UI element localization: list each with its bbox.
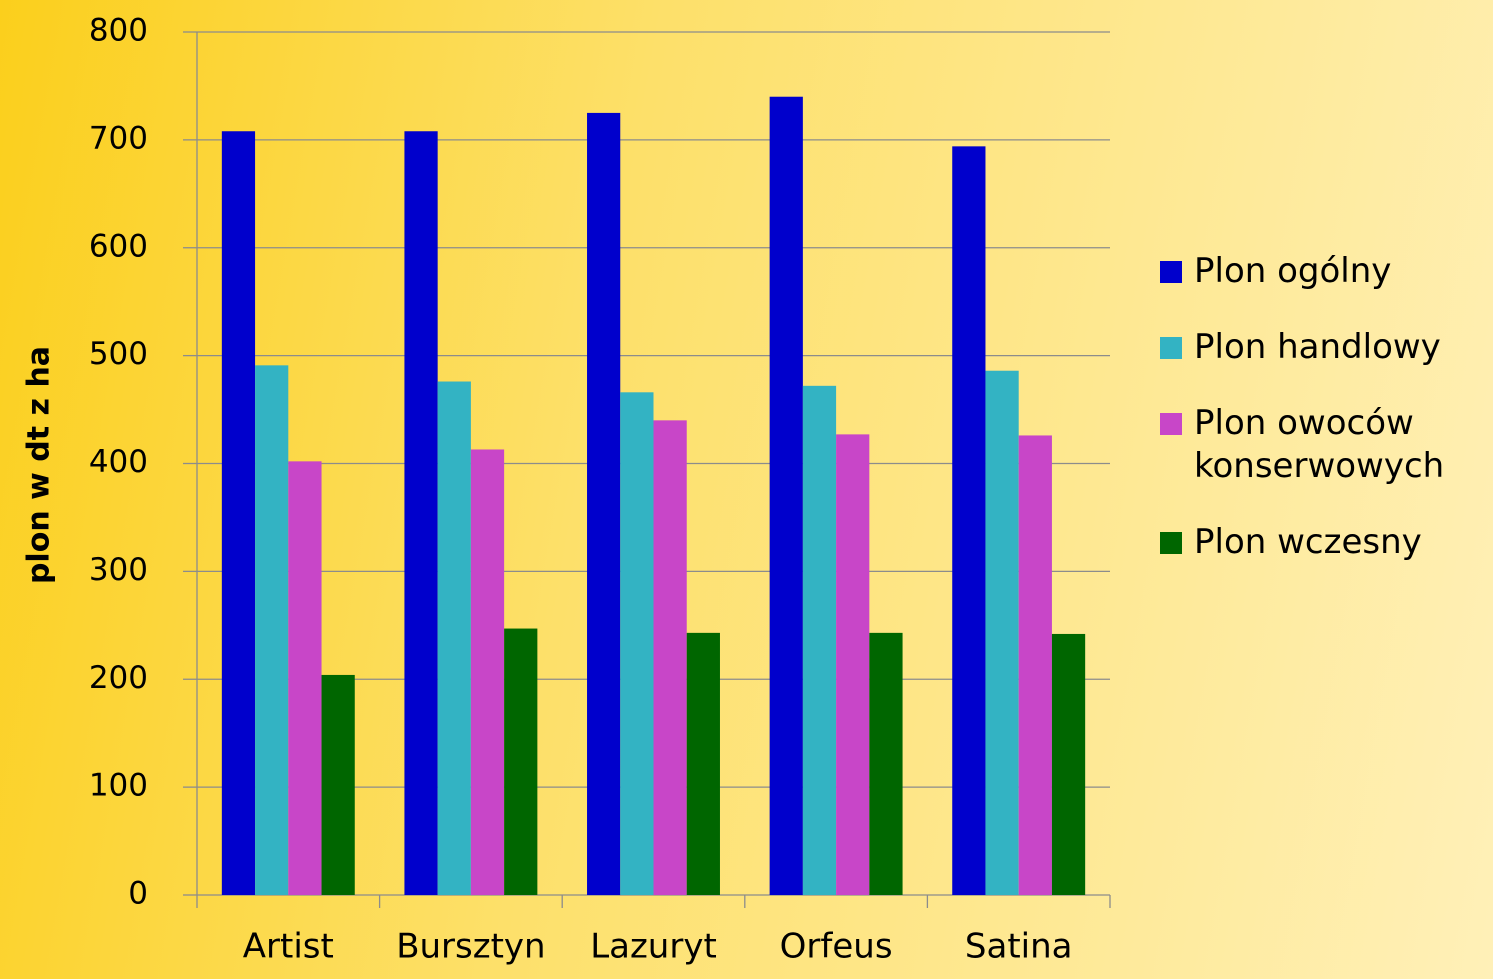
bar	[404, 131, 438, 895]
bar	[769, 96, 803, 896]
legend-item: Plon ogólny	[1160, 250, 1480, 293]
y-tick-label: 100	[89, 768, 148, 804]
legend-item: Plon owoców konserwowych	[1160, 402, 1480, 488]
legend-swatch	[1160, 261, 1182, 283]
bar	[1018, 435, 1052, 895]
y-tick-label: 600	[89, 228, 148, 264]
y-tick-label: 300	[89, 552, 148, 588]
y-tick-label: 700	[89, 120, 148, 156]
bar	[985, 370, 1019, 895]
legend-swatch	[1160, 413, 1182, 435]
bar	[221, 131, 256, 895]
bar	[470, 449, 505, 895]
bar	[836, 434, 870, 895]
legend-label: Plon owoców konserwowych	[1194, 403, 1445, 486]
bar	[620, 392, 654, 895]
legend-label: Plon wczesny	[1194, 522, 1422, 562]
bar	[653, 420, 687, 895]
bar	[587, 112, 621, 895]
legend-label: Plon ogólny	[1194, 251, 1392, 291]
bar	[437, 381, 471, 895]
bar	[321, 674, 355, 895]
legend-item: Plon wczesny	[1160, 521, 1480, 564]
bar	[952, 146, 986, 895]
y-tick-label: 500	[89, 336, 148, 372]
bar	[1051, 633, 1086, 895]
legend-swatch	[1160, 532, 1182, 554]
bar	[686, 632, 720, 895]
x-tick-label: Bursztyn	[396, 927, 545, 967]
bar	[869, 632, 903, 895]
x-tick-label: Orfeus	[780, 927, 893, 967]
y-tick-label: 400	[89, 444, 148, 480]
bar	[504, 628, 538, 895]
legend-swatch	[1160, 337, 1182, 359]
legend-label: Plon handlowy	[1194, 327, 1441, 367]
y-tick-label: 0	[128, 876, 148, 912]
bar	[802, 385, 837, 895]
y-tick-label: 200	[89, 660, 148, 696]
x-tick-label: Lazuryt	[590, 927, 717, 967]
x-tick-label: Artist	[243, 927, 334, 967]
bar	[288, 461, 322, 895]
x-tick-label: Satina	[965, 927, 1073, 967]
y-axis-label: plon w dt z ha	[22, 346, 57, 584]
legend: Plon ogólny Plon handlowy Plon owoców kons…	[1160, 250, 1480, 597]
bar	[255, 365, 289, 895]
legend-item: Plon handlowy	[1160, 326, 1480, 369]
y-tick-label: 800	[89, 13, 148, 49]
